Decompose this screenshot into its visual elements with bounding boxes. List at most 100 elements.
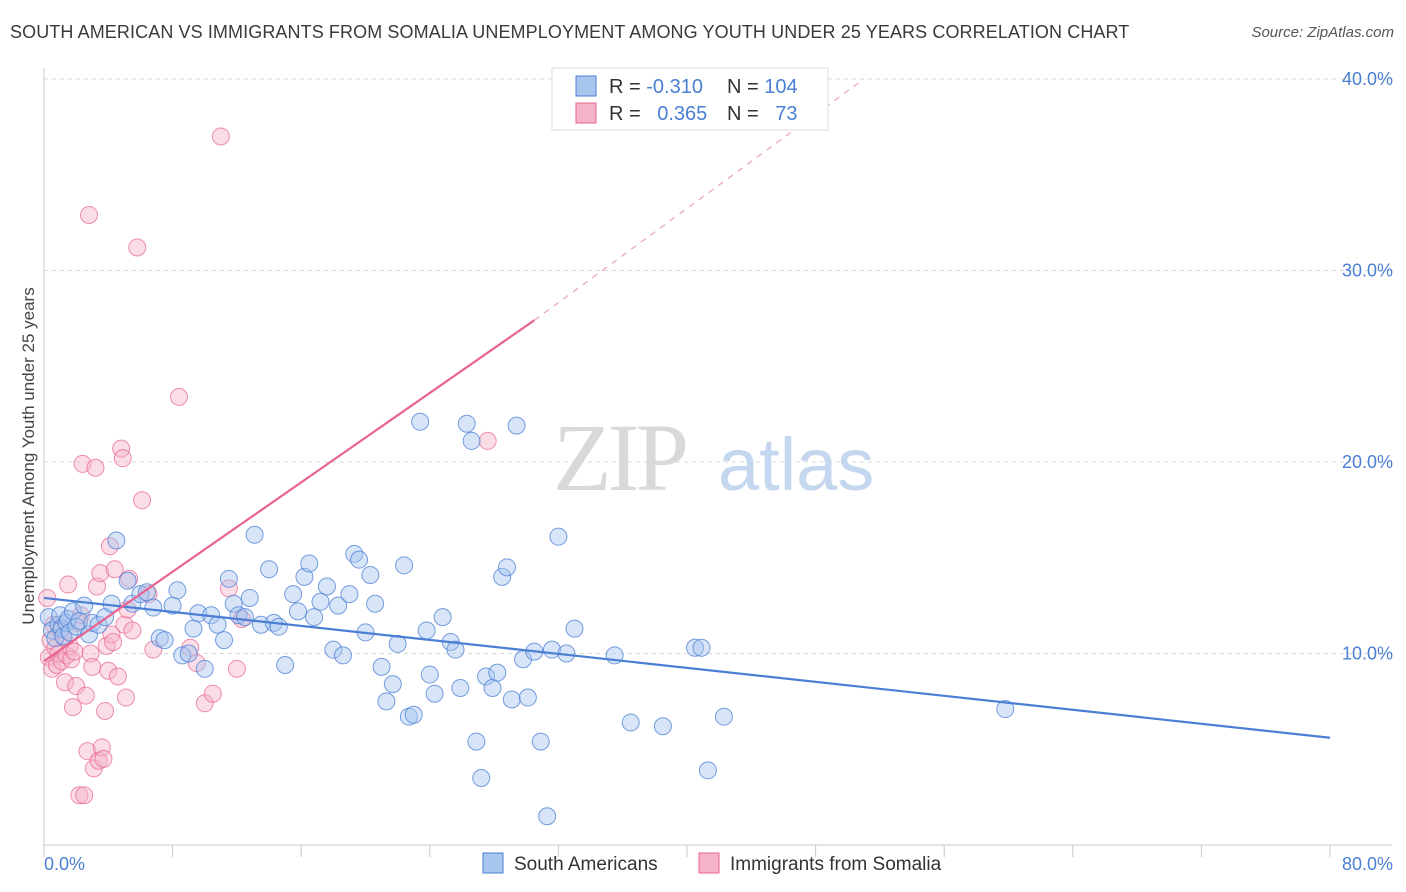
somalia-point (116, 688, 135, 707)
south-americans-point (305, 608, 324, 627)
bottom-legend-label-south-americans: South Americans (514, 854, 658, 875)
south-americans-point (245, 525, 264, 544)
somalia-point (227, 659, 246, 678)
south-americans-point (457, 414, 476, 433)
somalia-point (105, 560, 124, 579)
somalia-point (67, 677, 86, 696)
south-americans-point (621, 713, 640, 732)
south-americans-point (340, 585, 359, 604)
south-americans-point (404, 705, 423, 724)
x-tick-label: 80.0% (1342, 854, 1393, 874)
somalia-point (94, 749, 113, 768)
south-americans-point (288, 602, 307, 621)
legend-r-label-1: R = (609, 76, 646, 98)
south-americans-point (350, 550, 369, 569)
somalia-trend-line (43, 319, 535, 663)
south-americans-point (361, 565, 380, 584)
south-americans-point (107, 531, 126, 550)
legend-r-value-2: 0.365 (657, 103, 707, 125)
south-americans-point (493, 567, 512, 586)
somalia-point (478, 431, 497, 450)
south-americans-point (377, 692, 396, 711)
legend-box (551, 67, 829, 131)
south-americans-point (179, 644, 198, 663)
y-tick-label: 20.0% (1342, 452, 1393, 472)
south-americans-point (395, 556, 414, 575)
south-americans-point (488, 663, 507, 682)
south-americans-point (300, 554, 319, 573)
south-americans-point (507, 416, 526, 435)
south-americans-point (692, 638, 711, 657)
somalia-point (92, 738, 111, 757)
south-americans-point (518, 688, 537, 707)
south-americans-point (531, 732, 550, 751)
south-americans-point (240, 588, 259, 607)
south-americans-point (168, 581, 187, 600)
somalia-point (59, 575, 78, 594)
south-americans-point (173, 646, 192, 665)
south-americans-point (345, 544, 364, 563)
somalia-point (75, 786, 94, 805)
legend-n-value-1: 104 (764, 76, 797, 98)
legend-r-label-2: R = (609, 103, 646, 125)
legend-r-value-1: -0.310 (646, 76, 703, 98)
south-americans-point (425, 684, 444, 703)
bottom-legend-swatch-blue (482, 852, 504, 874)
somalia-point (104, 633, 123, 652)
south-americans-point (502, 690, 521, 709)
south-americans-point (549, 527, 568, 546)
south-americans-point (80, 625, 99, 644)
south-americans-point (565, 619, 584, 638)
bottom-legend-swatch-pink (698, 852, 720, 874)
somalia-point (86, 458, 105, 477)
somalia-point (65, 642, 84, 661)
south-americans-point (497, 558, 516, 577)
svg-text:N = 73: N = 73 (727, 103, 798, 125)
source-credit: Source: ZipAtlas.com (1251, 24, 1394, 41)
south-americans-point (686, 638, 705, 657)
trend-lines (43, 78, 1331, 739)
somalia-point (55, 673, 74, 692)
south-americans-point (224, 594, 243, 613)
south-americans-point (433, 608, 452, 627)
legend-swatch-pink (575, 102, 597, 124)
somalia-point (170, 387, 189, 406)
south-americans-point (39, 608, 58, 627)
south-americans-point (208, 615, 227, 634)
somalia-point (203, 684, 222, 703)
south-americans-point (472, 768, 491, 787)
south-americans-point (155, 631, 174, 650)
south-americans-point (215, 631, 234, 650)
south-americans-point (184, 619, 203, 638)
south-americans-point (195, 659, 214, 678)
south-americans-point (75, 596, 94, 615)
y-tick-label: 40.0% (1342, 69, 1393, 89)
south-americans-point (269, 617, 288, 636)
south-americans-point (333, 646, 352, 665)
south-americans-point (417, 621, 436, 640)
south-americans-point (483, 678, 502, 697)
y-tick-label: 30.0% (1342, 261, 1393, 281)
somalia-point (211, 127, 230, 146)
south-americans-point (329, 596, 348, 615)
axes (43, 68, 1392, 857)
south-americans-point (714, 707, 733, 726)
south-americans-point (467, 732, 486, 751)
somalia-point (123, 621, 142, 640)
somalia-point (76, 686, 95, 705)
south-americans-point (311, 592, 330, 611)
svg-text:R = 0.365: R = 0.365 (609, 103, 707, 125)
watermark-atlas: atlas (718, 423, 874, 506)
south-americans-point (698, 761, 717, 780)
legend-n-label-1: N = (727, 76, 764, 98)
somalia-point (81, 644, 100, 663)
south-americans-point (383, 675, 402, 694)
somalia-point (99, 661, 118, 680)
somalia-point (80, 205, 99, 224)
somalia-point (102, 625, 121, 644)
watermark-zip: ZIP (553, 404, 686, 511)
svg-text:N = 104: N = 104 (727, 76, 798, 98)
bottom-legend: South Americans Immigrants from Somalia (482, 852, 942, 875)
somalia-point (108, 667, 127, 686)
